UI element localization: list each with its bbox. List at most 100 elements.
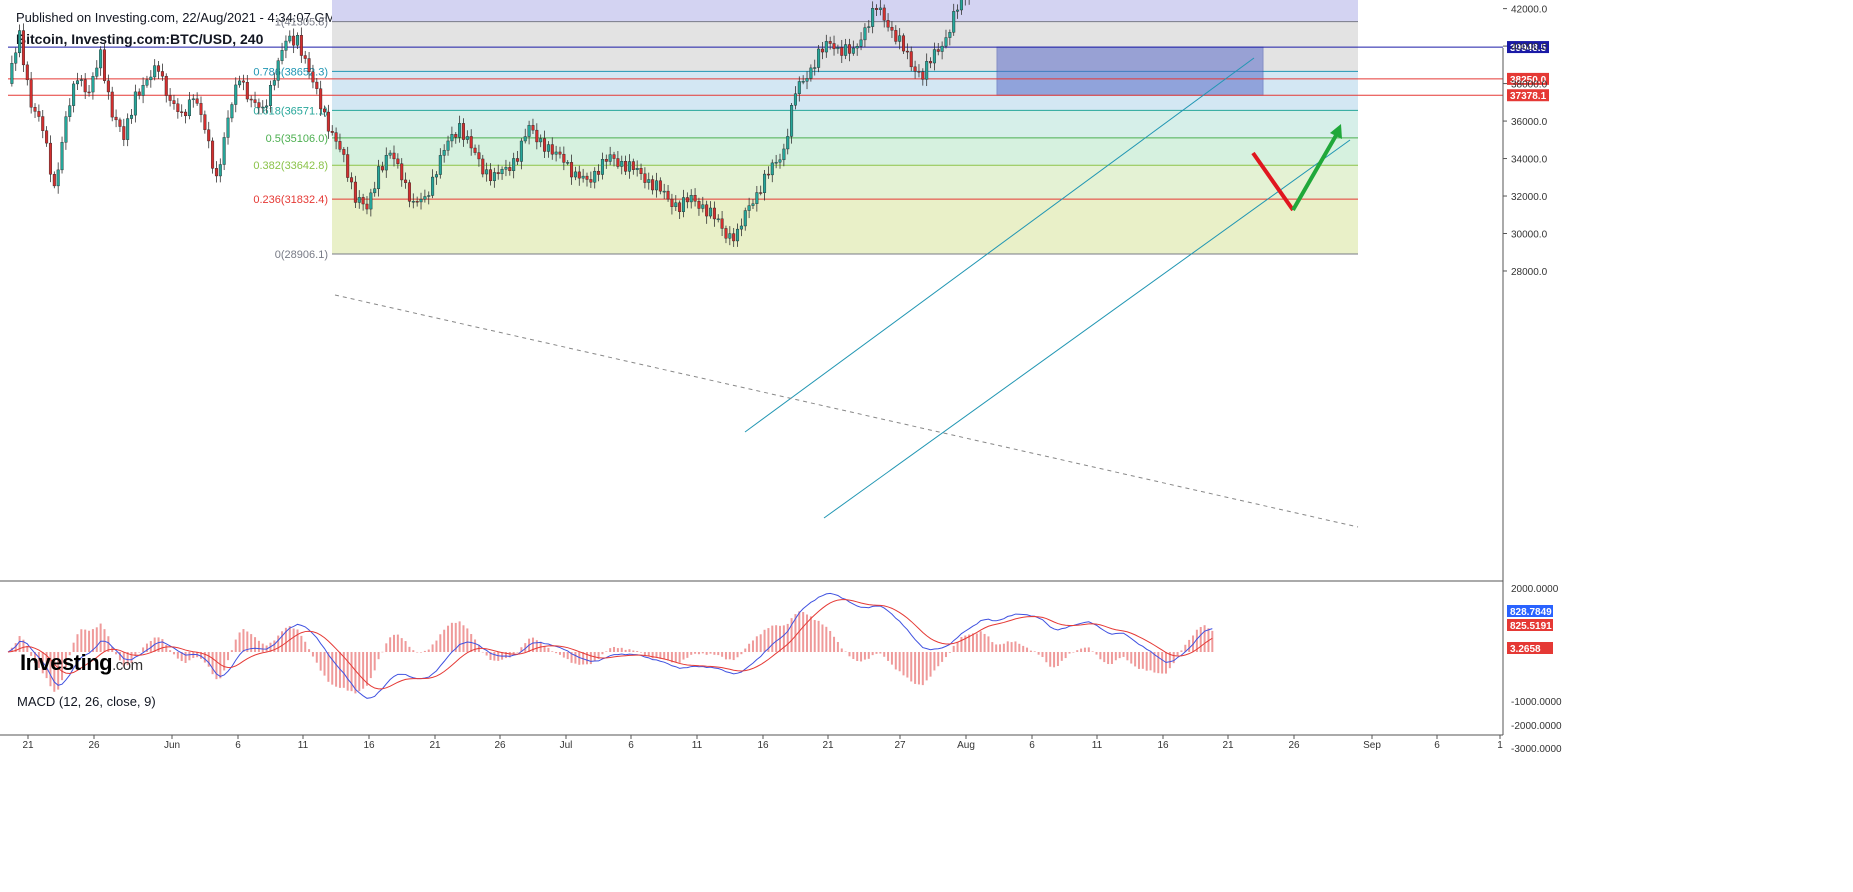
- macd-bar: [1141, 652, 1144, 669]
- candle: [581, 175, 585, 179]
- candle: [813, 67, 817, 69]
- candle: [519, 140, 523, 162]
- candle: [187, 99, 191, 117]
- macd-bar: [504, 652, 507, 659]
- macd-bar: [960, 636, 963, 652]
- candle: [674, 202, 678, 207]
- candle: [407, 182, 411, 202]
- macd-bar: [493, 652, 496, 661]
- x-tick-label: 21: [429, 740, 441, 751]
- candle: [639, 167, 643, 174]
- macd-bar: [1010, 642, 1013, 652]
- candle: [709, 207, 713, 217]
- candle: [323, 108, 327, 113]
- macd-bar: [836, 641, 839, 652]
- candle: [41, 116, 45, 131]
- channel-upper-line: [744, 57, 1255, 433]
- candle: [226, 117, 230, 138]
- macd-bar: [894, 652, 897, 670]
- macd-bar: [589, 652, 592, 665]
- macd-bar: [1153, 652, 1156, 673]
- candle: [793, 93, 797, 106]
- macd-bar: [427, 649, 430, 652]
- macd-bar: [1014, 641, 1017, 652]
- macd-line: [7, 592, 1213, 699]
- candle: [145, 79, 149, 86]
- macd-bar: [520, 647, 523, 652]
- macd-bar: [686, 652, 689, 658]
- macd-bar: [1060, 652, 1063, 661]
- macd-bar: [219, 652, 222, 679]
- macd-bar: [64, 652, 67, 667]
- candle: [705, 204, 709, 217]
- candle: [99, 49, 103, 69]
- candle: [130, 114, 134, 119]
- macd-bar: [925, 652, 928, 681]
- macd-bar: [95, 627, 98, 652]
- candle: [647, 179, 651, 183]
- candle: [871, 8, 875, 27]
- candle: [597, 170, 601, 175]
- candle: [489, 169, 493, 182]
- macd-bar: [929, 652, 932, 677]
- macd-bar: [57, 652, 60, 690]
- macd-bar: [435, 640, 438, 652]
- macd-bar: [574, 652, 577, 664]
- x-tick-label: 16: [1157, 740, 1169, 751]
- candle: [442, 150, 446, 156]
- candle: [759, 192, 763, 194]
- candle: [662, 190, 666, 193]
- candle: [265, 105, 269, 108]
- candle: [863, 27, 867, 41]
- candle: [743, 210, 747, 227]
- candle: [917, 71, 921, 73]
- macd-bar: [369, 652, 372, 679]
- macd-bar: [18, 636, 21, 652]
- macd-bar: [531, 637, 534, 652]
- candle: [936, 49, 940, 52]
- macd-bar: [979, 631, 982, 652]
- macd-bar: [130, 652, 133, 663]
- channel-lower-line: [823, 139, 1351, 519]
- candle: [122, 126, 126, 140]
- candle: [434, 174, 438, 178]
- candle: [419, 199, 423, 203]
- x-tick-label: 6: [235, 740, 241, 751]
- macd-bar: [682, 652, 685, 660]
- macd-bar: [543, 646, 546, 652]
- candle: [369, 192, 373, 210]
- macd-bar: [118, 652, 121, 661]
- macd-axis-label: 2000.0000: [1511, 584, 1559, 595]
- candle: [523, 136, 527, 142]
- x-tick-label: 27: [894, 740, 906, 751]
- candle: [732, 233, 736, 242]
- macd-bar: [728, 652, 731, 660]
- candle: [755, 192, 759, 204]
- macd-bar: [906, 652, 909, 678]
- candle: [932, 49, 936, 64]
- candle: [635, 167, 639, 170]
- candle: [83, 79, 87, 93]
- candle: [218, 164, 222, 177]
- macd-bar: [1149, 652, 1152, 671]
- macd-bar: [200, 652, 202, 659]
- candle: [940, 45, 944, 52]
- candle: [562, 153, 566, 163]
- candle: [184, 111, 188, 117]
- macd-bar: [122, 652, 125, 667]
- macd-bar: [806, 614, 809, 652]
- macd-bar: [443, 629, 446, 652]
- candle: [238, 80, 242, 86]
- candle: [805, 78, 809, 82]
- candle: [608, 154, 612, 162]
- macd-bar: [558, 652, 561, 655]
- macd-bar: [396, 634, 399, 652]
- macd-axis-label: -1000.0000: [1511, 697, 1562, 708]
- candle: [18, 30, 22, 54]
- macd-bar: [188, 652, 191, 661]
- macd-bar: [1018, 643, 1021, 652]
- macd-bar: [786, 623, 789, 652]
- macd-bar: [80, 629, 83, 652]
- candle: [458, 123, 462, 138]
